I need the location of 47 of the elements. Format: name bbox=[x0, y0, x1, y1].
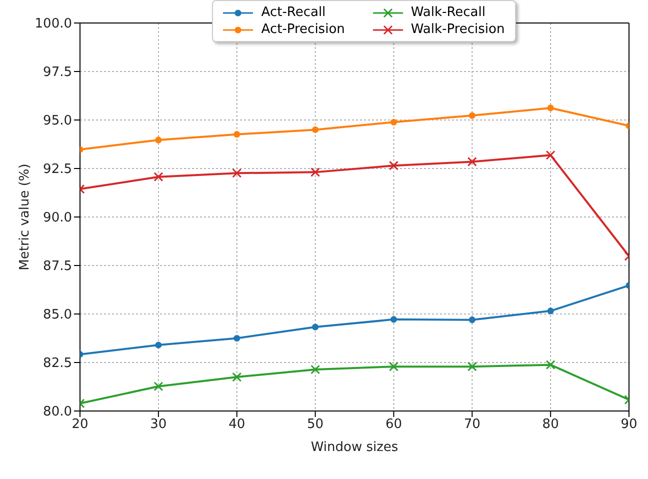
point bbox=[234, 131, 240, 138]
y-tick-label: 95.0 bbox=[43, 114, 72, 129]
y-tick-label: 85.0 bbox=[43, 308, 72, 323]
point bbox=[390, 316, 398, 323]
y-tick-label: 97.5 bbox=[43, 65, 72, 80]
point bbox=[467, 362, 477, 372]
x-tick-label: 30 bbox=[150, 417, 167, 432]
x-tick-label: 20 bbox=[72, 417, 88, 432]
y-tick-label: 100.0 bbox=[34, 16, 72, 32]
point bbox=[155, 136, 162, 144]
y-tick-label: 87.5 bbox=[43, 259, 72, 274]
point bbox=[154, 382, 164, 392]
legend-label: Act-Precision bbox=[261, 22, 345, 37]
point bbox=[388, 160, 398, 170]
x-tick-label: 90 bbox=[620, 417, 638, 432]
point bbox=[388, 362, 398, 372]
point bbox=[390, 118, 398, 126]
point bbox=[546, 360, 556, 370]
y-tick-label: 92.5 bbox=[43, 162, 72, 178]
y-axis-title: Metric value (%) bbox=[18, 164, 33, 270]
point bbox=[312, 324, 319, 330]
point bbox=[547, 104, 554, 112]
point bbox=[154, 172, 164, 182]
x-tick-label: 60 bbox=[385, 417, 402, 432]
y-tick-label: 82.5 bbox=[43, 356, 72, 372]
point bbox=[310, 167, 320, 177]
x-tick-label: 40 bbox=[228, 417, 246, 432]
x-tick-label: 50 bbox=[307, 417, 324, 432]
legend-label: Act-Recall bbox=[261, 5, 326, 20]
point bbox=[312, 126, 319, 133]
point bbox=[234, 334, 240, 342]
x-tick-label: 80 bbox=[542, 417, 559, 432]
point bbox=[468, 316, 476, 324]
point bbox=[467, 156, 477, 166]
point bbox=[546, 150, 556, 160]
y-tick-label: 90.0 bbox=[43, 210, 72, 226]
point bbox=[468, 112, 476, 119]
point bbox=[310, 364, 320, 374]
x-axis-title: Window sizes bbox=[310, 440, 398, 455]
point bbox=[547, 308, 554, 314]
legend-label: Walk-Recall bbox=[410, 5, 486, 20]
point bbox=[232, 372, 242, 382]
x-tick-label: 70 bbox=[464, 417, 480, 432]
point bbox=[155, 342, 162, 348]
point bbox=[232, 168, 242, 178]
y-tick-label: 80.0 bbox=[43, 404, 72, 420]
legend-label: Walk-Precision bbox=[410, 22, 505, 37]
